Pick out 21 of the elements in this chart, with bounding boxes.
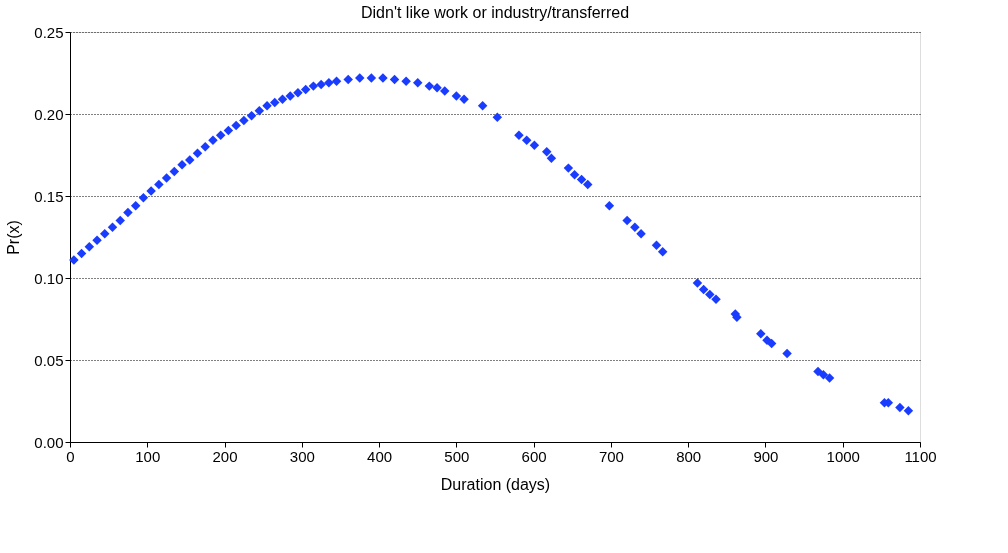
x-tick-label: 700	[598, 447, 624, 465]
x-tick-label: 600	[521, 447, 547, 465]
y-tick-label: 0.20	[34, 105, 64, 123]
y-tick-label: 0.05	[34, 351, 64, 369]
x-tick-label: 100	[135, 447, 161, 465]
x-tick-label: 500	[444, 447, 470, 465]
y-tick-label: 0.25	[34, 23, 64, 41]
x-tick-label: 200	[212, 447, 238, 465]
x-tick-label: 1000	[826, 447, 860, 465]
y-axis-title: Pr(x)	[5, 220, 23, 255]
x-tick-label: 900	[753, 447, 779, 465]
x-tick-label: 800	[676, 447, 702, 465]
x-tick-label: 0	[66, 447, 75, 465]
y-tick-label: 0.15	[34, 187, 64, 205]
y-tick-label: 0.00	[34, 433, 64, 451]
x-tick-label: 300	[289, 447, 315, 465]
x-axis-title: Duration (days)	[440, 475, 551, 493]
x-tick-label: 1100	[904, 447, 937, 465]
y-tick-label: 0.10	[34, 269, 64, 287]
chart-title: Didn't like work or industry/transferred	[360, 4, 630, 21]
x-tick-label: 400	[367, 447, 393, 465]
